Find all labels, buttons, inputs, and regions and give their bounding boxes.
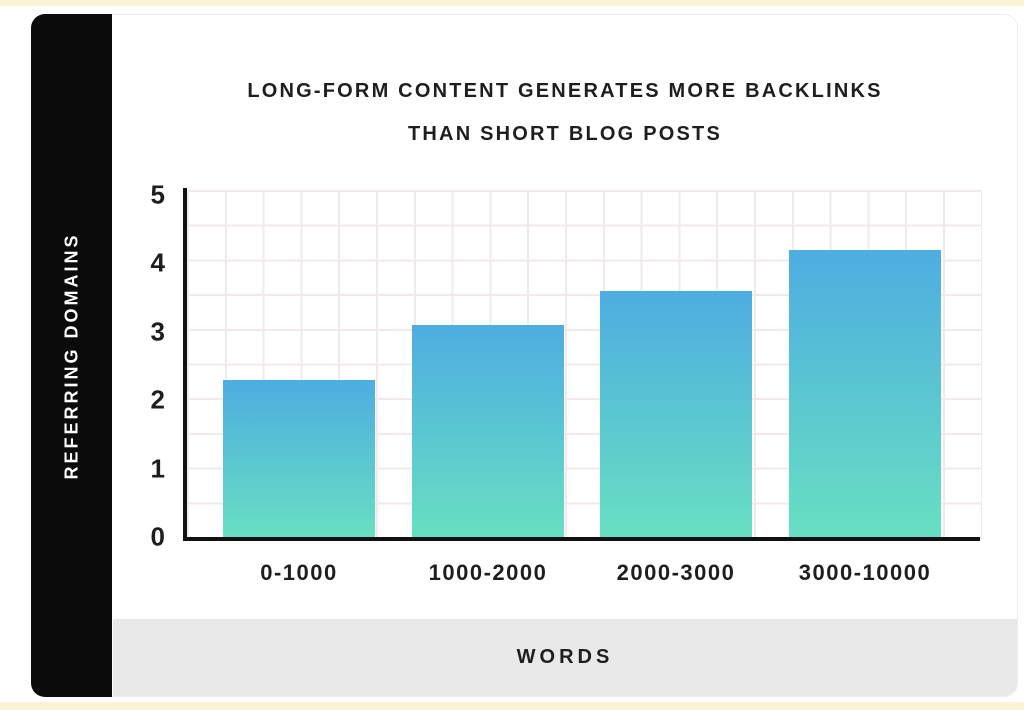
- top-cream-strip: [0, 0, 1024, 6]
- chart-title: LONG-FORM CONTENT GENERATES MORE BACKLIN…: [112, 70, 1018, 156]
- y-axis-ticks: 5 4 3 2 1 0: [108, 180, 166, 552]
- x-axis-label-band: WORDS: [113, 619, 1017, 696]
- y-tick-label: 0: [150, 521, 166, 552]
- bar: [223, 379, 375, 537]
- bottom-cream-strip: [0, 702, 1024, 710]
- x-tick-label: 0-1000: [260, 560, 338, 585]
- chart-title-line-2: THAN SHORT BLOG POSTS: [408, 123, 722, 145]
- x-tick-label: 2000-3000: [616, 560, 736, 585]
- y-tick-label: 5: [150, 179, 166, 210]
- bar: [412, 324, 564, 537]
- x-axis-line: [183, 537, 980, 541]
- bar: [600, 290, 752, 537]
- y-tick-label: 2: [150, 384, 166, 415]
- y-tick-label: 1: [150, 453, 166, 484]
- y-tick-label: 3: [150, 316, 166, 347]
- y-axis-label: REFERRING DOMAINS: [61, 231, 81, 480]
- x-tick-label: 3000-10000: [798, 560, 932, 585]
- bar-series: [187, 195, 980, 537]
- x-axis-tick-labels: 0-1000 1000-2000 2000-3000 3000-10000: [187, 560, 980, 590]
- y-tick-label: 4: [150, 247, 166, 278]
- chart-title-line-1: LONG-FORM CONTENT GENERATES MORE BACKLIN…: [247, 80, 883, 102]
- x-tick-label: 1000-2000: [428, 560, 548, 585]
- y-axis-label-sidebar: REFERRING DOMAINS: [31, 14, 112, 697]
- x-axis-label: WORDS: [516, 646, 614, 668]
- bar: [789, 249, 941, 537]
- y-axis-line: [183, 188, 187, 541]
